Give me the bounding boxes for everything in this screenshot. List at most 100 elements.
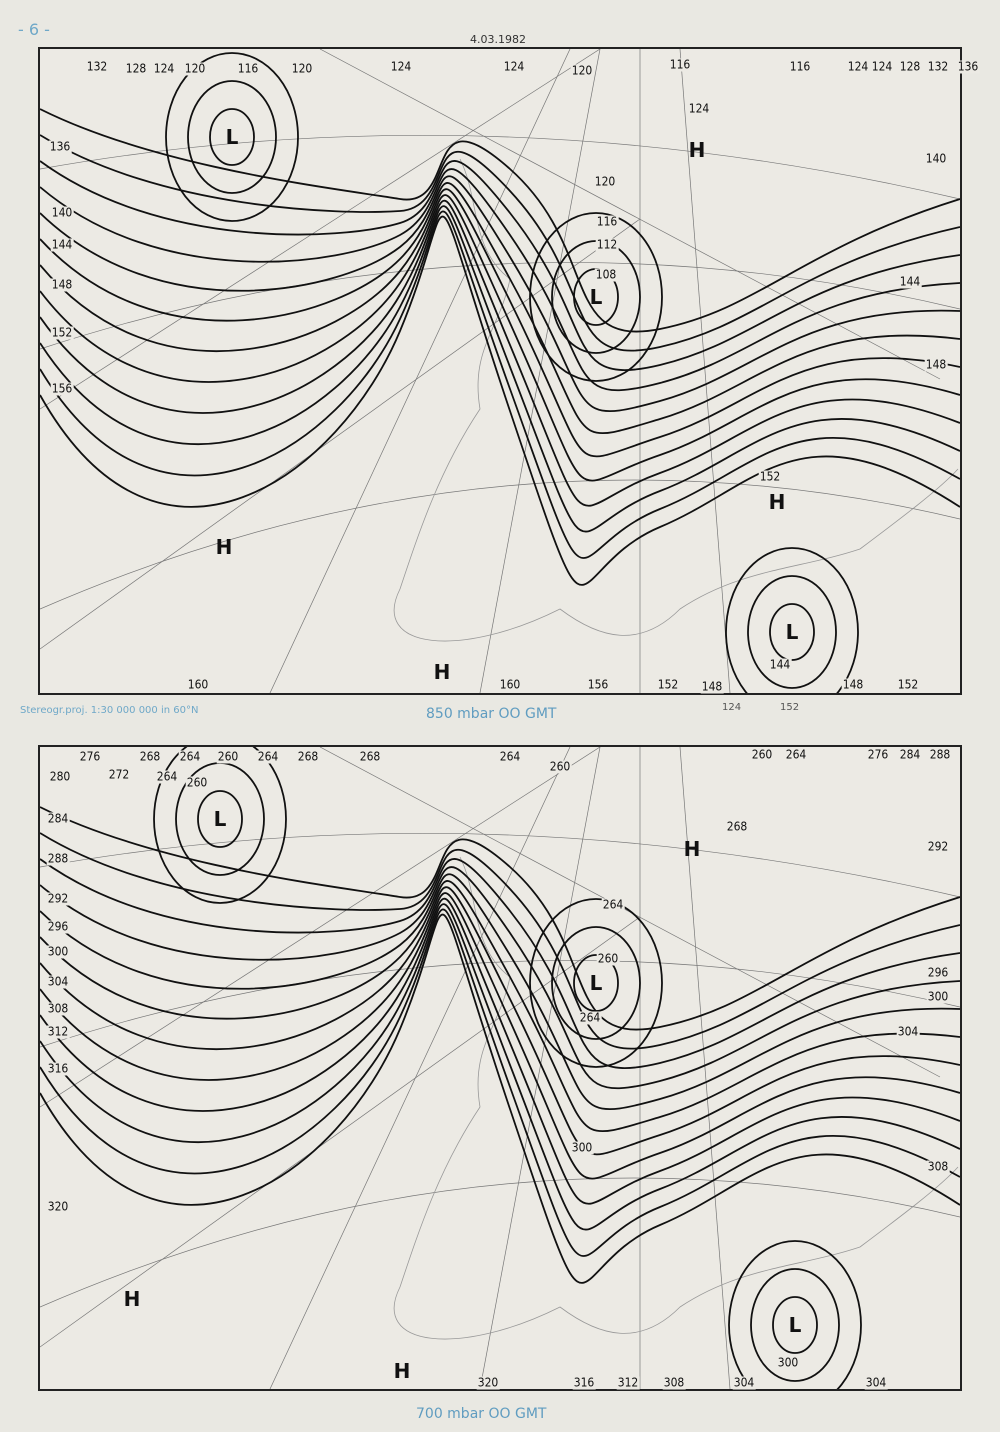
pressure-center-marker: H [215,535,233,559]
contour-label: 148 [924,357,948,372]
contour-label: 132 [85,59,109,74]
pressure-center-marker: H [768,490,786,514]
contour-label: 296 [46,919,70,934]
closed-contour [197,790,243,848]
contour-label: 120 [570,63,594,78]
contour-line [40,160,960,371]
latitude-circle [40,479,960,610]
contour-label: 312 [616,1375,640,1390]
contour-label: 260 [750,747,774,762]
graticule-line [679,747,731,1389]
contour-label: 304 [732,1375,756,1390]
graticule-line [269,747,571,1389]
contour-label: 144 [898,274,922,289]
contour-label: 268 [358,749,382,764]
contour-line [40,188,960,458]
closed-contour [551,926,641,1040]
contour-label: 124 [389,59,413,74]
contour-label: 108 [594,267,618,282]
contour-label: 284 [898,747,922,762]
page-number: - 6 - [18,20,50,39]
map-850-mbar: 132 128 124 120 116 120 124 124 120 116 124 116 124 1… [38,47,980,695]
projection-note: Stereogr.proj. 1:30 000 000 in 60°N [20,705,199,716]
contour-label: 264 [578,1010,602,1025]
contour-label: 260 [548,759,572,774]
contour-line [40,897,960,1205]
pressure-center-marker: L [225,125,239,149]
pressure-center-marker: L [589,285,603,309]
latitude-circle [40,832,960,898]
latitude-circle [40,1177,960,1308]
contour-label: 136 [48,139,72,154]
contour-line [40,182,960,435]
contour-line [40,194,960,482]
contour-label: 292 [46,891,70,906]
pressure-center-marker: H [123,1287,141,1311]
contour-label: 148 [700,679,724,694]
closed-contour [187,80,277,194]
graticule-line [479,747,601,1389]
graticule-line [319,49,941,380]
contour-label: 268 [296,749,320,764]
contour-label: 116 [236,61,260,76]
closed-contour [772,1296,818,1354]
contour-label: 152 [896,677,920,692]
contour-label: 300 [926,989,950,1004]
graticule-line [40,747,601,1108]
contour-label: 308 [46,1001,70,1016]
pressure-center-marker: L [589,971,603,995]
contour-label: 152 [656,677,680,692]
contour-label: 116 [668,57,692,72]
pressure-center-marker: L [213,807,227,831]
contour-label: 124 [687,101,711,116]
contour-label: 124 [846,59,870,74]
contour-label: 308 [926,1159,950,1174]
contour-label: 124 [870,59,894,74]
closed-contour [153,747,287,904]
contour-label: 148 [50,277,74,292]
contour-label: 260 [185,775,209,790]
contour-label: 304 [864,1375,888,1390]
contour-label: 156 [50,381,74,396]
contour-label: 288 [928,747,952,762]
contour-line [40,880,960,1133]
contour-line [40,175,960,413]
graticule-line [40,49,601,410]
contour-line [40,199,960,507]
contour-label: 268 [725,819,749,834]
contour-label: 156 [586,677,610,692]
closed-contour [750,1268,840,1382]
graticule-line [40,218,641,650]
contour-label: 264 [256,749,280,764]
contour-label: 320 [46,1199,70,1214]
contour-label: 260 [216,749,240,764]
graticule-line [679,49,731,693]
contour-line [40,866,960,1090]
map-caption-700: 700 mbar OO GMT [416,1406,547,1422]
contour-label: 316 [572,1375,596,1390]
contour-label: 160 [186,677,210,692]
pressure-center-marker: H [683,837,701,861]
graticule-line [479,49,601,693]
contour-label: 264 [155,769,179,784]
contour-line [40,858,960,1069]
contour-label: 264 [784,747,808,762]
contour-label: 276 [78,749,102,764]
contour-label: 120 [593,174,617,189]
pressure-center-marker: H [393,1359,411,1383]
contour-label: 292 [926,839,950,854]
contour-label: 144 [50,237,74,252]
chart-date: 4.03.1982 [470,33,526,46]
isohypse-contours [40,747,960,1389]
contour-label: 308 [662,1375,686,1390]
contour-label: 264 [498,749,522,764]
contour-label: 160 [498,677,522,692]
contour-label: 276 [866,747,890,762]
contour-line [40,913,960,1284]
contour-label: 132 [926,59,950,74]
contour-line [40,873,960,1111]
contour-label: 264 [178,749,202,764]
graticule [40,49,960,693]
contour-line [40,886,960,1156]
latitude-circle [40,960,960,1048]
